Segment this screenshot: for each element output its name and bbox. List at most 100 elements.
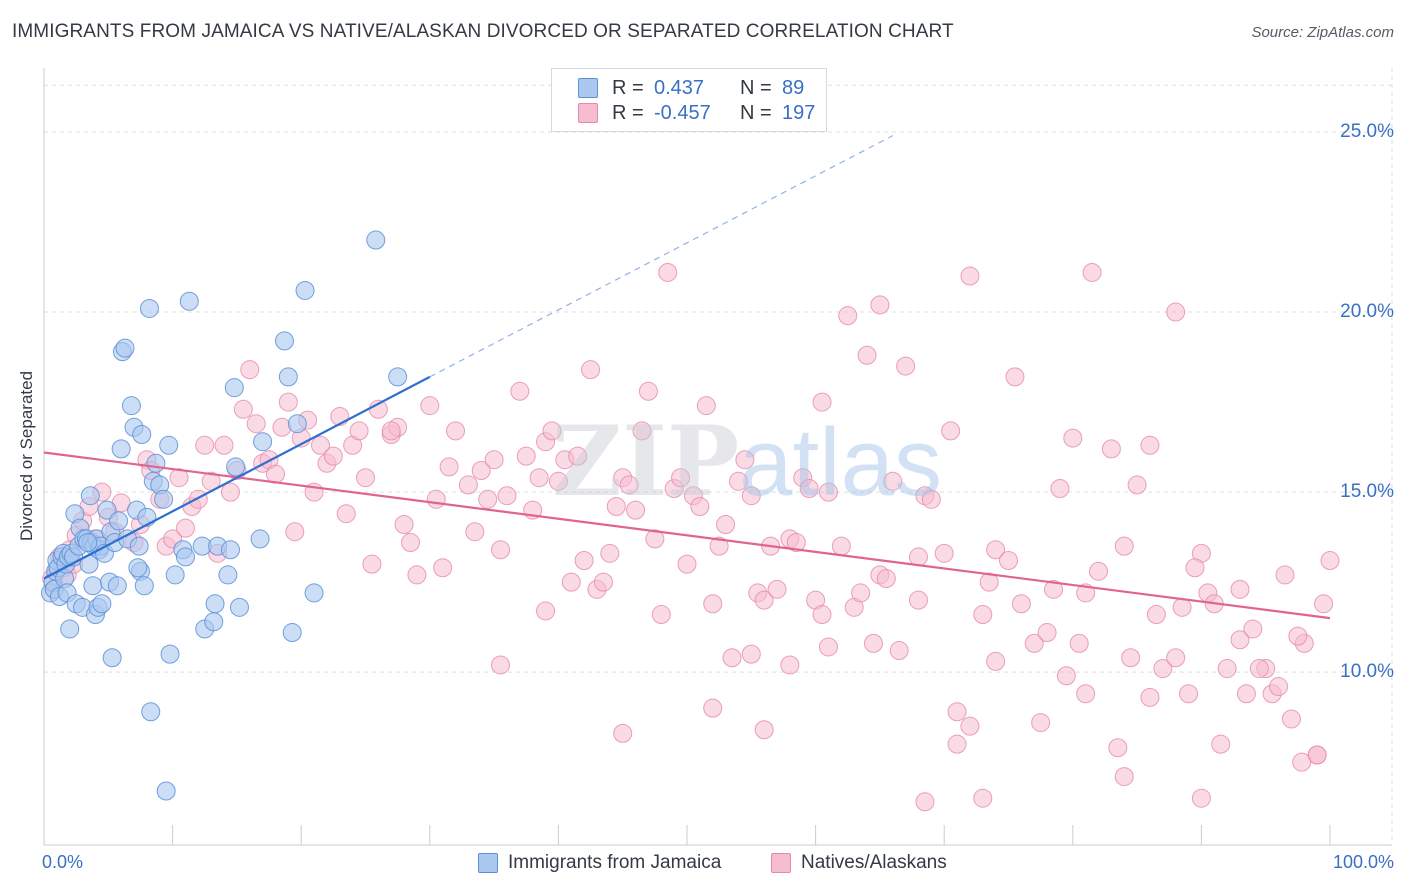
natives-alaskans-point xyxy=(240,360,260,380)
natives-alaskans-point xyxy=(818,637,838,657)
jamaica-point xyxy=(218,565,238,585)
natives-alaskans-point xyxy=(1076,583,1096,603)
natives-alaskans-point xyxy=(883,471,903,491)
natives-alaskans-point xyxy=(889,641,909,661)
natives-alaskans-points xyxy=(42,262,1340,812)
natives-alaskans-point xyxy=(1056,666,1076,686)
natives-alaskans-point xyxy=(1153,659,1173,679)
natives-alaskans-point xyxy=(941,421,961,441)
natives-alaskans-trend-line xyxy=(43,451,1331,620)
natives-alaskans-point xyxy=(593,572,613,592)
jamaica-point xyxy=(92,594,112,614)
natives-alaskans-point xyxy=(677,554,697,574)
jamaica-point xyxy=(111,439,131,459)
natives-alaskans-point xyxy=(272,417,292,437)
jamaica-point xyxy=(121,396,141,416)
natives-alaskans-point xyxy=(471,461,491,481)
jamaica-point xyxy=(141,702,161,722)
natives-alaskans-point xyxy=(1292,752,1312,772)
natives-alaskans-point xyxy=(626,500,646,520)
natives-alaskans-point xyxy=(1089,561,1109,581)
natives-alaskans-point xyxy=(754,590,774,610)
natives-alaskans-point xyxy=(1044,579,1064,599)
jamaica-point xyxy=(278,367,298,387)
y-axis-label: Divorced or Separated xyxy=(17,370,36,542)
natives-alaskans-point xyxy=(934,543,954,563)
natives-alaskans-point xyxy=(394,515,414,535)
natives-alaskans-point xyxy=(632,421,652,441)
jamaica-point xyxy=(253,432,273,452)
natives-alaskans-point xyxy=(870,295,890,315)
natives-alaskans-point xyxy=(812,392,832,412)
natives-alaskans-point xyxy=(401,533,421,553)
natives-alaskans-point xyxy=(1243,619,1263,639)
natives-alaskans-point xyxy=(516,446,536,466)
natives-alaskans-point xyxy=(1217,659,1237,679)
jamaica-point xyxy=(205,594,225,614)
natives-alaskans-point xyxy=(1166,302,1186,322)
natives-alaskans-point xyxy=(741,644,761,664)
jamaica-point xyxy=(102,648,122,668)
natives-alaskans-point xyxy=(863,633,883,653)
y-tick-label: 15.0% xyxy=(1340,481,1394,503)
natives-alaskans-point xyxy=(491,540,511,560)
natives-alaskans-point xyxy=(1069,633,1089,653)
natives-alaskans-point xyxy=(960,266,980,286)
natives-alaskans-point xyxy=(1166,648,1186,668)
natives-alaskans-point xyxy=(722,648,742,668)
jamaica-point xyxy=(204,612,224,632)
chart-title: IMMIGRANTS FROM JAMAICA VS NATIVE/ALASKA… xyxy=(12,21,954,42)
natives-alaskans-point xyxy=(220,482,240,502)
bottom-legend-label: Immigrants from Jamaica xyxy=(508,852,722,873)
natives-alaskans-point xyxy=(703,594,723,614)
jamaica-point xyxy=(165,565,185,585)
natives-alaskans-point xyxy=(716,515,736,535)
natives-alaskans-point xyxy=(831,536,851,556)
natives-alaskans-point xyxy=(973,605,993,625)
natives-alaskans-point xyxy=(600,543,620,563)
natives-alaskans-point xyxy=(1108,738,1128,758)
jamaica-point xyxy=(80,486,100,506)
jamaica-point xyxy=(226,457,246,477)
natives-alaskans-point xyxy=(645,529,665,549)
natives-alaskans-point xyxy=(1269,677,1289,697)
correlation-legend: R = 0.437 N = 89 R = -0.457 N = 197 xyxy=(551,68,827,132)
legend-n-label: N = xyxy=(740,76,772,99)
natives-alaskans-point xyxy=(1114,767,1134,787)
natives-alaskans-point xyxy=(1146,605,1166,625)
y-tick-label: 10.0% xyxy=(1340,661,1394,683)
jamaica-point xyxy=(107,576,127,596)
jamaica-point xyxy=(304,583,324,603)
legend-r-value: -0.457 xyxy=(654,101,711,124)
natives-alaskans-point xyxy=(214,435,234,455)
jamaica-point xyxy=(139,298,159,318)
natives-alaskans-point xyxy=(195,435,215,455)
natives-alaskans-point xyxy=(1101,439,1121,459)
natives-alaskans-point xyxy=(1230,630,1250,650)
natives-alaskans-point xyxy=(780,655,800,675)
natives-alaskans-point xyxy=(561,572,581,592)
bottom-legend-jamaica[interactable]: Immigrants from Jamaica xyxy=(478,852,721,874)
natives-alaskans-point xyxy=(690,497,710,517)
natives-alaskans-point xyxy=(1114,536,1134,556)
bottom-legend-natives[interactable]: Natives/Alaskans xyxy=(771,852,947,874)
natives-alaskans-point xyxy=(310,435,330,455)
natives-alaskans-point xyxy=(1275,565,1295,585)
jamaica-point xyxy=(224,378,244,398)
natives-alaskans-point xyxy=(491,655,511,675)
natives-alaskans-point xyxy=(426,489,446,509)
natives-alaskans-point xyxy=(336,504,356,524)
natives-alaskans-point xyxy=(786,533,806,553)
natives-alaskans-point xyxy=(857,345,877,365)
natives-alaskans-point xyxy=(908,590,928,610)
natives-alaskans-point xyxy=(1011,594,1031,614)
natives-alaskans-point xyxy=(542,421,562,441)
natives-alaskans-point xyxy=(1179,684,1199,704)
natives-alaskans-point xyxy=(619,475,639,495)
natives-alaskans-point xyxy=(278,392,298,412)
natives-alaskans-point xyxy=(1005,367,1025,387)
natives-alaskans-point xyxy=(1191,788,1211,808)
jamaica-point xyxy=(175,547,195,567)
jamaica-trend-extension xyxy=(429,135,894,378)
jamaica-point xyxy=(60,619,80,639)
